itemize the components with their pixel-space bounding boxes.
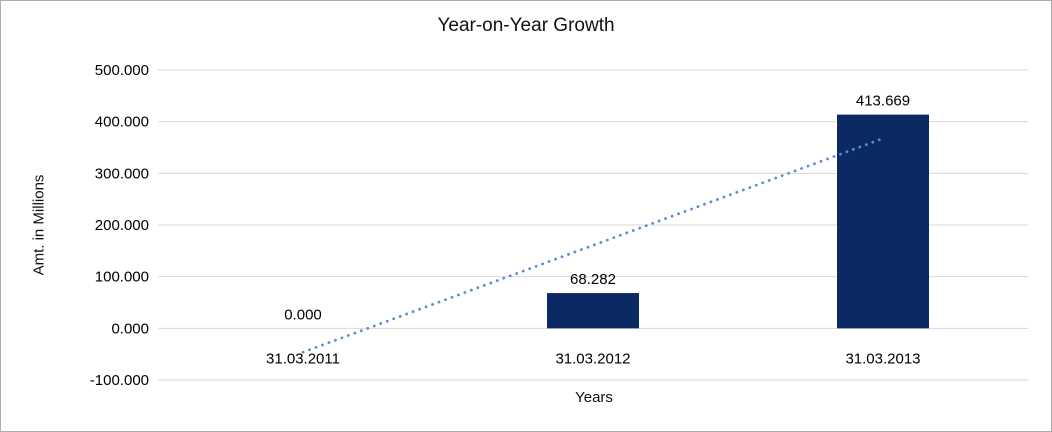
y-tick-label: 500.000 [95,62,149,79]
trendline [301,137,885,354]
data-label: 413.669 [856,93,910,110]
chart-title: Year-on-Year Growth [437,15,615,36]
x-tick-label: 31.03.2011 [266,350,340,367]
y-tick-label: 200.000 [95,217,149,234]
y-tick-label: 300.000 [95,165,149,182]
y-tick-label: 100.000 [95,269,149,286]
y-tick-label: -100.000 [90,372,149,389]
y-tick-label: 400.000 [95,114,149,131]
bar [837,114,929,329]
x-axis-title: Years [575,389,613,406]
x-tick-label: 31.03.2013 [845,350,920,367]
x-tick-label: 31.03.2012 [555,350,630,367]
data-label: 0.000 [284,306,322,323]
y-tick-label: 0.000 [111,320,149,337]
bar [547,293,639,329]
data-label: 68.282 [570,271,616,288]
